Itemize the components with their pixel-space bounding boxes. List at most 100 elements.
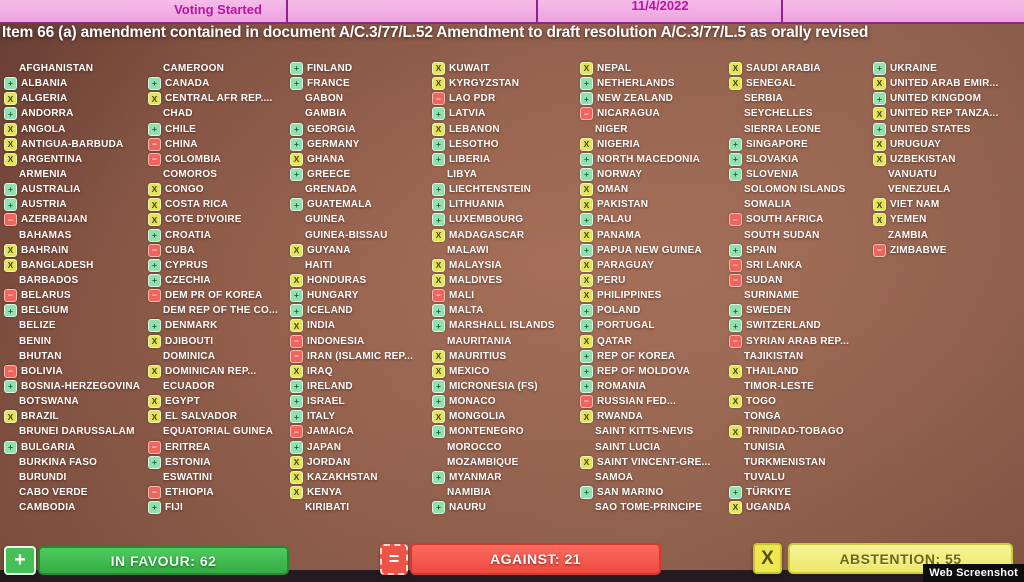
country-row: + HUNGARY [290,288,440,303]
in-favour-legend-icon: + [4,546,36,575]
abstention-icon: X [432,274,445,288]
in-favour-icon: + [580,243,593,257]
country-row: X EL SALVADOR [148,409,298,424]
country-row: + MONACO [432,394,582,409]
against-icon: − [290,425,303,439]
country-row: X PANAMA [580,228,730,243]
country-name: SUDAN [746,275,783,287]
abstention-icon: X [290,364,303,378]
country-name: ALGERIA [21,93,68,105]
country-row: X PAKISTAN [580,197,730,212]
country-name: PALAU [597,214,632,226]
in-favour-icon: + [729,304,742,318]
country-row: X VIET NAM [873,197,1023,212]
in-favour-icon: + [290,380,303,394]
country-row: + AUSTRALIA [4,182,154,197]
country-row: X SAUDI ARABIA [729,61,879,76]
country-name: IRAQ [307,365,333,377]
country-name: SINGAPORE [746,138,808,150]
country-row: + PAPUA NEW GUINEA [580,243,730,258]
country-name: UGANDA [746,502,792,514]
country-name: ROMANIA [597,381,647,393]
country-row: + CHILE [148,122,298,137]
country-row: AFGHANISTAN [4,61,154,76]
country-row: MAURITANIA [432,334,582,349]
in-favour-icon: + [290,122,303,136]
country-row: KIRIBATI [290,500,440,515]
country-name: KYRGYZSTAN [449,78,520,90]
country-name: GHANA [307,153,345,165]
country-row: + UNITED STATES [873,122,1023,137]
country-name: MAURITANIA [447,335,512,347]
country-name: BELGIUM [21,305,69,317]
in-favour-icon: + [432,213,445,227]
country-name: MALAWI [447,244,489,256]
topbar-divider [781,0,783,22]
in-favour-icon: + [290,304,303,318]
country-name: AUSTRALIA [21,184,81,196]
abstention-icon: X [580,198,593,212]
country-row: X KENYA [290,485,440,500]
country-row: DEM REP OF THE CO... [148,303,298,318]
country-row: + BELGIUM [4,303,154,318]
abstention-icon: X [873,107,886,121]
country-row: X RWANDA [580,409,730,424]
country-row: + NAURU [432,500,582,515]
country-row: + IRELAND [290,379,440,394]
country-name: ISRAEL [307,396,345,408]
in-favour-icon: + [4,198,17,212]
abstention-icon: X [432,349,445,363]
country-row: X COSTA RICA [148,197,298,212]
country-row: X BAHRAIN [4,243,154,258]
in-favour-icon: + [148,258,161,272]
country-name: TURKMENISTAN [744,456,826,468]
country-row: + SPAIN [729,243,879,258]
in-favour-icon: + [432,380,445,394]
country-row: + LITHUANIA [432,197,582,212]
country-name: KIRIBATI [305,502,350,514]
country-row: + FRANCE [290,76,440,91]
country-name: RUSSIAN FED... [597,396,676,408]
in-favour-icon: + [873,92,886,106]
country-name: IRAN (ISLAMIC REP... [307,350,414,362]
country-row: + LATVIA [432,106,582,121]
country-name: FIJI [165,502,184,514]
country-name: BRUNEI DARUSSALAM [19,426,135,438]
in-favour-icon: + [729,137,742,151]
country-row: + MALTA [432,303,582,318]
country-row: GUINEA-BISSAU [290,228,440,243]
country-name: VANUATU [888,169,937,181]
country-name: LIECHTENSTEIN [449,184,532,196]
country-name: LATVIA [449,108,486,120]
country-name: BARBADOS [19,275,79,287]
country-name: BAHRAIN [21,244,69,256]
country-row: + REP OF MOLDOVA [580,364,730,379]
country-name: UNITED REP TANZA... [890,108,999,120]
top-status-bar: Voting Started 11/4/2022 [0,0,1024,24]
vote-column: AFGHANISTAN + ALBANIA X ALGERIA + ANDORRA X ANGO… [4,61,154,515]
vote-column: X SAUDI ARABIA X SENEGAL SERBIA SEYCHELLES SIE… [729,61,879,515]
country-row: X TRINIDAD-TOBAGO [729,424,879,439]
vote-column: + FINLAND + FRANCE GABON GAMBIA + GEORGIA + GERMA… [290,61,440,515]
country-row: MOROCCO [432,440,582,455]
country-name: KENYA [307,487,343,498]
country-row: CAMBODIA [4,500,154,515]
country-row: X OMAN [580,182,730,197]
country-row: + SWITZERLAND [729,318,879,333]
abstention-icon: X [148,183,161,197]
against-icon: − [729,258,742,272]
country-name: PANAMA [597,229,642,241]
against-icon: − [4,213,17,227]
country-row: X TOGO [729,394,879,409]
abstention-icon: X [290,455,303,469]
country-row: SAINT LUCIA [580,440,730,455]
country-row: + ROMANIA [580,379,730,394]
country-row: ZAMBIA [873,228,1023,243]
country-name: BENIN [19,335,52,347]
against-icon: − [432,289,445,303]
abstention-icon: X [580,334,593,348]
abstention-icon: X [148,364,161,378]
country-name: SAMOA [595,471,634,483]
country-name: UZBEKISTAN [890,153,956,165]
country-name: HAITI [305,259,333,271]
